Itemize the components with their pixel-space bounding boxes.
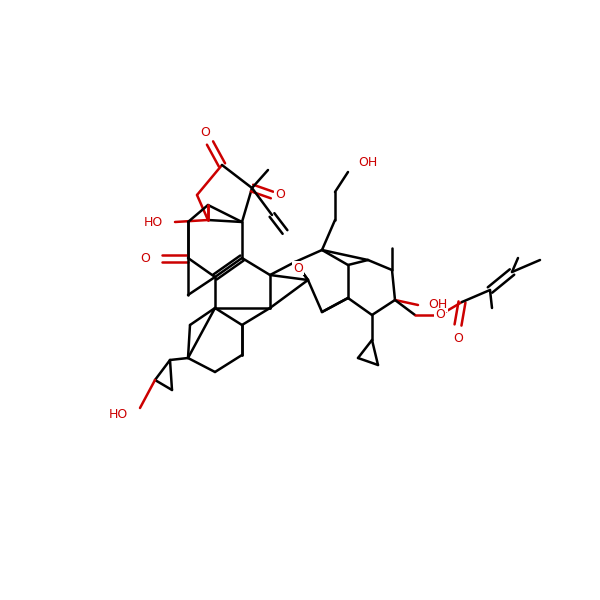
- Text: O: O: [293, 262, 303, 275]
- Text: O: O: [275, 188, 285, 202]
- Text: OH: OH: [428, 298, 447, 311]
- Text: O: O: [435, 308, 445, 322]
- Text: HO: HO: [144, 215, 163, 229]
- Text: O: O: [140, 251, 150, 265]
- Text: O: O: [453, 331, 463, 344]
- Text: O: O: [200, 127, 210, 139]
- Text: HO: HO: [109, 409, 128, 421]
- Text: OH: OH: [358, 155, 377, 169]
